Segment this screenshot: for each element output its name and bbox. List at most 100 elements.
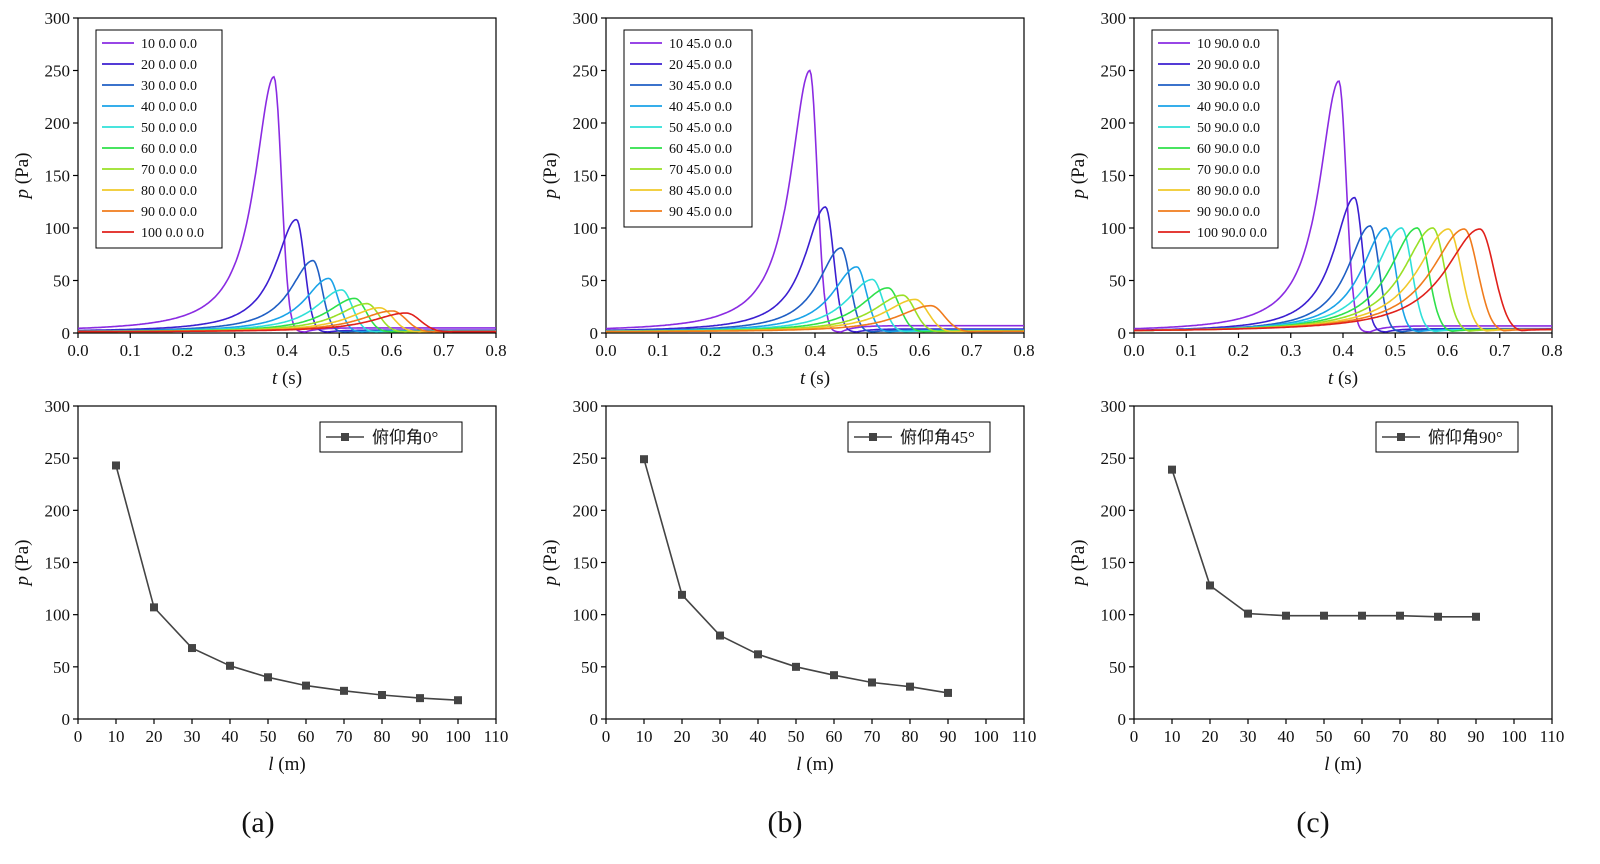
legend-entry: 60 90.0 0.0: [1197, 142, 1260, 157]
series-line: [78, 75, 496, 333]
x-tick-label: 30: [1240, 727, 1257, 746]
data-point: [1472, 612, 1480, 621]
x-tick-label: 100: [1501, 727, 1527, 746]
series-line: [115, 465, 459, 701]
x-tick-label: 0.1: [648, 341, 669, 360]
data-point: [1168, 465, 1176, 474]
x-axis-label: t (s): [800, 368, 830, 389]
x-tick-label: 60: [1354, 727, 1371, 746]
x-tick-label: 40: [750, 727, 767, 746]
y-tick-label: 50: [581, 658, 598, 677]
legend-entry: 90 45.0 0.0: [669, 205, 732, 220]
x-tick-label: 0.3: [752, 341, 773, 360]
y-axis-label: p (Pa): [12, 540, 33, 588]
x-tick-label: 20: [1202, 727, 1219, 746]
legend-entry: 40 90.0 0.0: [1197, 100, 1260, 115]
legend-entry: 100 0.0 0.0: [141, 226, 204, 241]
data-point: [1358, 611, 1366, 620]
x-tick-label: 0: [1130, 727, 1139, 746]
x-tick-label: 80: [902, 727, 919, 746]
plot-frame: [605, 405, 1025, 720]
x-tick-label: 10: [636, 727, 653, 746]
time-chart-3: 0.0 0.1 0.2 0.3 0.4 0.5 0.6 0.7 0.8 0 50 100 150 200 2…: [1068, 9, 1563, 389]
legend-entry: 80 90.0 0.0: [1197, 184, 1260, 199]
x-tick-label: 90: [412, 727, 429, 746]
series-line: [606, 206, 1024, 333]
legend-entry: 俯仰角0°: [372, 428, 438, 447]
plot-frame: [1133, 405, 1553, 720]
y-tick-label: 200: [1101, 114, 1127, 133]
x-tick-label: 50: [788, 727, 805, 746]
data-point: [678, 590, 686, 599]
x-tick-label: 110: [484, 727, 509, 746]
legend-entry: 10 45.0 0.0: [669, 37, 732, 52]
legend-entry: 90 0.0 0.0: [141, 205, 197, 220]
legend-entry: 30 45.0 0.0: [669, 79, 732, 94]
distance-chart-2: 0 10 20 30 40 50 60 70 80 90 100 110 0 50 100 150 200 250…: [540, 397, 1036, 775]
x-tick-label: 50: [260, 727, 277, 746]
legend-marker: [1397, 433, 1405, 441]
data-point: [906, 682, 914, 691]
x-tick-label: 10: [1164, 727, 1181, 746]
x-tick-label: 70: [864, 727, 881, 746]
x-tick-label: 0.2: [700, 341, 721, 360]
y-tick-label: 100: [1101, 606, 1127, 625]
x-tick-label: 90: [940, 727, 957, 746]
y-axis-label: p (Pa): [12, 153, 33, 201]
legend-marker: [341, 433, 349, 441]
y-tick-label: 300: [573, 397, 599, 416]
x-tick-label: 0.6: [1437, 341, 1458, 360]
x-tick-label: 20: [674, 727, 691, 746]
legend-entry: 40 45.0 0.0: [669, 100, 732, 115]
legend-box: [623, 29, 753, 228]
x-tick-label: 70: [1392, 727, 1409, 746]
data-point: [1282, 611, 1290, 620]
x-axis-label: l (m): [1324, 754, 1361, 775]
x-tick-label: 30: [184, 727, 201, 746]
x-tick-label: 0.5: [1385, 341, 1406, 360]
y-tick-label: 100: [45, 219, 71, 238]
x-tick-label: 80: [374, 727, 391, 746]
x-tick-label: 0.3: [224, 341, 245, 360]
data-point: [416, 694, 424, 703]
y-tick-label: 250: [573, 62, 599, 81]
y-tick-label: 0: [590, 324, 599, 343]
x-tick-label: 40: [1278, 727, 1295, 746]
data-point: [378, 691, 386, 700]
data-point: [868, 678, 876, 687]
x-tick-label: 10: [108, 727, 125, 746]
x-tick-label: 0.8: [1013, 341, 1034, 360]
y-tick-label: 150: [1101, 554, 1127, 573]
y-tick-label: 250: [45, 449, 71, 468]
y-axis-label: p (Pa): [540, 153, 561, 201]
data-point: [792, 662, 800, 671]
series-line: [606, 266, 1024, 333]
legend-entry: 60 45.0 0.0: [669, 142, 732, 157]
y-tick-label: 0: [1118, 324, 1127, 343]
y-tick-label: 100: [1101, 219, 1127, 238]
x-tick-label: 0.4: [1332, 341, 1354, 360]
legend-entry: 20 45.0 0.0: [669, 58, 732, 73]
x-tick-label: 0.2: [1228, 341, 1249, 360]
x-tick-label: 0.1: [120, 341, 141, 360]
data-point: [226, 661, 234, 670]
legend-entry: 30 90.0 0.0: [1197, 79, 1260, 94]
distance-chart-1: 0 10 20 30 40 50 60 70 80 90 100 110 0 50 100 150 200 250…: [12, 397, 508, 775]
panel-label-c: (c): [1296, 806, 1329, 839]
data-point: [302, 681, 310, 690]
legend-entry: 30 0.0 0.0: [141, 79, 197, 94]
y-tick-label: 0: [62, 324, 71, 343]
x-tick-label: 60: [298, 727, 315, 746]
legend-entry: 10 0.0 0.0: [141, 37, 197, 52]
data-point: [1206, 581, 1214, 590]
x-tick-label: 50: [1316, 727, 1333, 746]
y-axis-label: p (Pa): [1068, 540, 1089, 588]
x-tick-label: 60: [826, 727, 843, 746]
x-tick-label: 0.7: [433, 341, 455, 360]
y-tick-label: 100: [573, 606, 599, 625]
y-tick-label: 300: [1101, 9, 1127, 28]
x-axis-label: t (s): [1328, 368, 1358, 389]
y-tick-label: 200: [1101, 501, 1127, 520]
x-axis-label: t (s): [272, 368, 302, 389]
time-chart-1: 0.0 0.1 0.2 0.3 0.4 0.5 0.6 0.7 0.8 0 50 100 150 200 2…: [12, 9, 507, 389]
